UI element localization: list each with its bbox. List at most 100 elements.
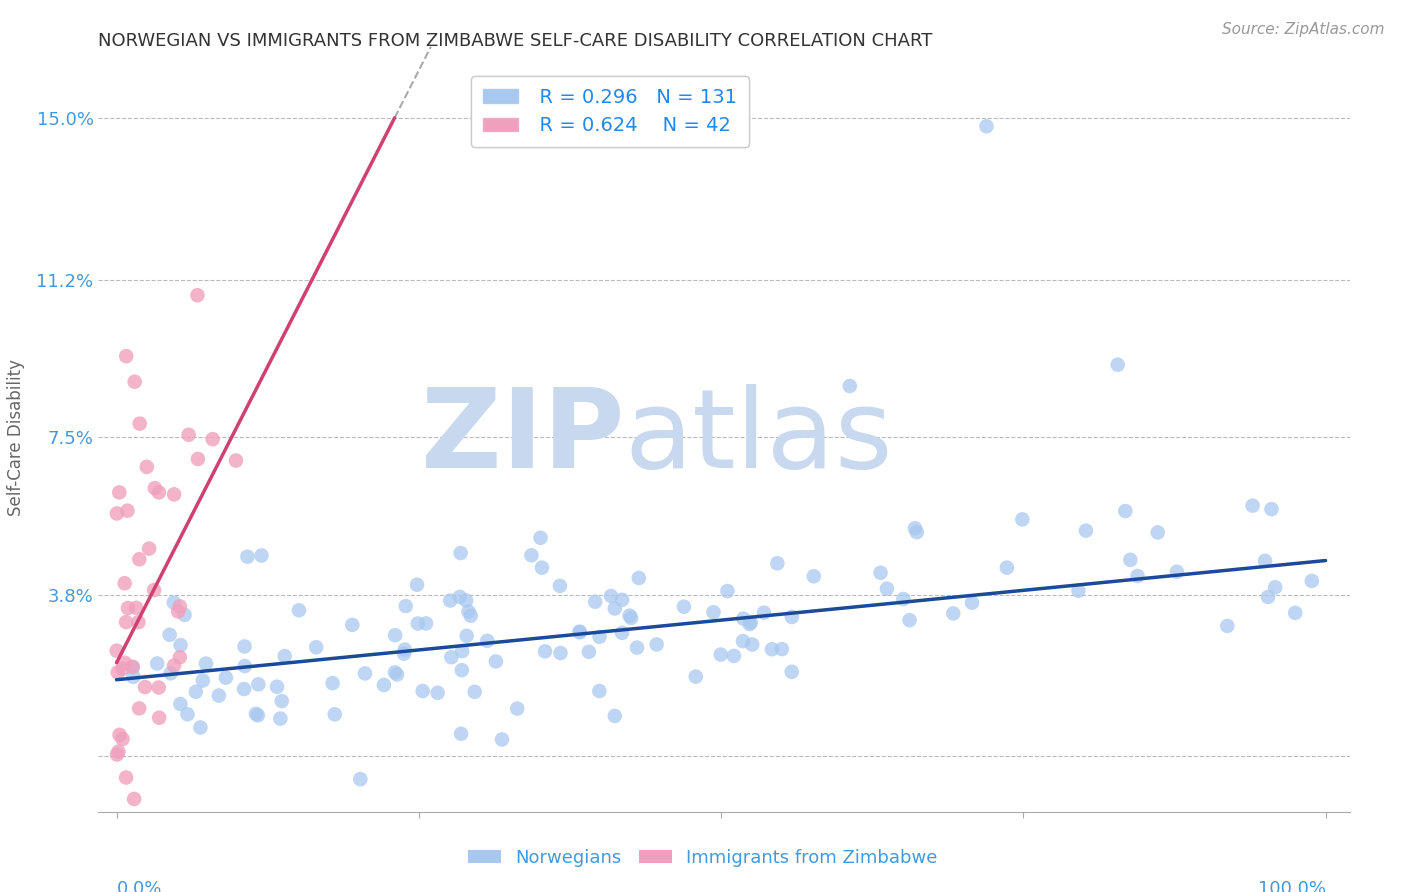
Text: Source: ZipAtlas.com: Source: ZipAtlas.com: [1222, 22, 1385, 37]
Point: [415, 616, 437, 631]
Point: [740, 615, 762, 630]
Point: [578, 645, 600, 659]
Point: [723, 648, 745, 663]
Point: [128, 552, 150, 566]
Point: [780, 610, 803, 624]
Point: [176, 707, 198, 722]
Text: 100.0%: 100.0%: [1257, 880, 1326, 892]
Point: [976, 120, 998, 134]
Point: [128, 417, 150, 431]
Point: [148, 485, 170, 500]
Point: [342, 618, 364, 632]
Point: [111, 662, 134, 676]
Point: [942, 607, 965, 621]
Point: [394, 642, 416, 657]
Point: [770, 642, 793, 657]
Y-axis label: Self-Care Disability: Self-Care Disability: [7, 359, 25, 516]
Point: [127, 615, 149, 630]
Text: atlas: atlas: [624, 384, 893, 491]
Point: [645, 637, 668, 651]
Point: [107, 745, 129, 759]
Point: [960, 596, 983, 610]
Point: [1264, 580, 1286, 594]
Point: [245, 706, 267, 721]
Point: [108, 485, 131, 500]
Point: [169, 638, 191, 652]
Point: [426, 686, 449, 700]
Text: NORWEGIAN VS IMMIGRANTS FROM ZIMBABWE SELF-CARE DISABILITY CORRELATION CHART: NORWEGIAN VS IMMIGRANTS FROM ZIMBABWE SE…: [98, 32, 932, 50]
Point: [1166, 565, 1188, 579]
Point: [733, 612, 755, 626]
Point: [588, 630, 610, 644]
Point: [184, 685, 207, 699]
Point: [373, 678, 395, 692]
Point: [627, 571, 650, 585]
Point: [114, 656, 136, 670]
Point: [105, 643, 128, 657]
Point: [384, 628, 406, 642]
Point: [114, 576, 136, 591]
Point: [250, 549, 273, 563]
Point: [135, 459, 157, 474]
Point: [550, 646, 572, 660]
Point: [354, 666, 377, 681]
Point: [568, 625, 591, 640]
Point: [603, 709, 626, 723]
Point: [385, 667, 408, 681]
Point: [138, 541, 160, 556]
Point: [406, 578, 429, 592]
Point: [1126, 569, 1149, 583]
Point: [451, 644, 474, 658]
Point: [838, 379, 860, 393]
Point: [105, 747, 128, 762]
Point: [392, 647, 415, 661]
Point: [702, 605, 724, 619]
Legend:   R = 0.296   N = 131,   R = 0.624    N = 42: R = 0.296 N = 131, R = 0.624 N = 42: [471, 76, 749, 147]
Point: [619, 608, 641, 623]
Point: [115, 349, 138, 363]
Point: [1011, 512, 1033, 526]
Point: [1260, 502, 1282, 516]
Point: [187, 452, 209, 467]
Point: [1114, 504, 1136, 518]
Point: [529, 531, 551, 545]
Point: [191, 673, 214, 688]
Point: [626, 640, 648, 655]
Point: [115, 771, 138, 785]
Point: [269, 712, 291, 726]
Point: [148, 711, 170, 725]
Point: [610, 592, 633, 607]
Point: [266, 680, 288, 694]
Legend: Norwegians, Immigrants from Zimbabwe: Norwegians, Immigrants from Zimbabwe: [461, 842, 945, 874]
Point: [117, 503, 139, 517]
Point: [233, 659, 256, 673]
Point: [876, 582, 898, 596]
Point: [1301, 574, 1323, 588]
Point: [236, 549, 259, 564]
Point: [225, 453, 247, 467]
Point: [716, 584, 738, 599]
Point: [1254, 554, 1277, 568]
Point: [163, 658, 186, 673]
Point: [450, 663, 472, 677]
Point: [588, 684, 610, 698]
Point: [395, 599, 418, 613]
Point: [108, 728, 131, 742]
Point: [323, 707, 346, 722]
Point: [167, 604, 190, 618]
Point: [738, 617, 761, 632]
Text: 0.0%: 0.0%: [117, 880, 162, 892]
Point: [905, 525, 928, 540]
Point: [600, 589, 623, 603]
Point: [766, 557, 789, 571]
Point: [107, 665, 129, 680]
Point: [163, 595, 186, 609]
Point: [111, 732, 134, 747]
Point: [1074, 524, 1097, 538]
Point: [439, 593, 461, 607]
Point: [1119, 553, 1142, 567]
Point: [169, 650, 191, 665]
Point: [869, 566, 891, 580]
Point: [208, 689, 231, 703]
Point: [456, 629, 478, 643]
